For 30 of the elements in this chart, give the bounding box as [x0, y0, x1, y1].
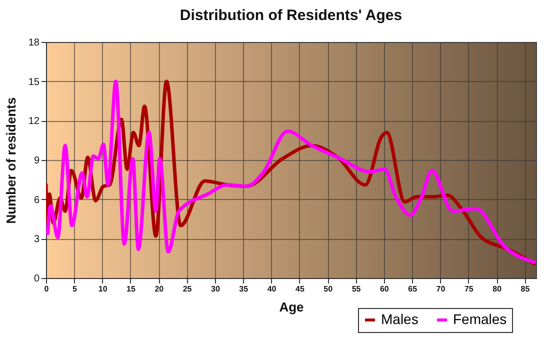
x-tick-label: 70: [436, 284, 446, 294]
x-tick-label: 40: [267, 284, 277, 294]
y-tick-label: 15: [28, 76, 40, 88]
y-tick-label: 6: [34, 194, 40, 206]
y-tick-label: 12: [28, 116, 40, 128]
y-axis-title: Number of residents: [3, 97, 18, 224]
x-tick-label: 60: [380, 284, 390, 294]
legend-label: Females: [453, 311, 507, 327]
x-tick-label: 20: [154, 284, 164, 294]
x-tick-label: 55: [352, 284, 362, 294]
x-tick-label: 30: [211, 284, 220, 294]
legend-label: Males: [381, 311, 418, 327]
x-tick-label: 10: [98, 284, 108, 294]
x-tick-label: 5: [72, 284, 78, 294]
x-tick-label: 35: [239, 284, 249, 294]
y-tick-label: 9: [34, 156, 40, 166]
y-tick-label: 18: [28, 38, 40, 48]
x-axis-title: Age: [279, 300, 304, 314]
y-tick-label: 0: [34, 274, 40, 284]
x-tick-label: 80: [492, 284, 502, 294]
x-tick-label: 0: [44, 284, 50, 294]
x-tick-label: 50: [324, 284, 334, 294]
chart-title: Distribution of Residents' Ages: [180, 7, 402, 24]
x-tick-label: 65: [408, 284, 418, 294]
x-tick-label: 15: [126, 284, 136, 294]
x-tick-label: 25: [182, 284, 192, 294]
y-tick-label: 3: [34, 234, 40, 246]
x-tick-label: 45: [295, 284, 305, 294]
x-tick-label: 85: [520, 284, 530, 294]
x-tick-label: 75: [464, 284, 474, 294]
